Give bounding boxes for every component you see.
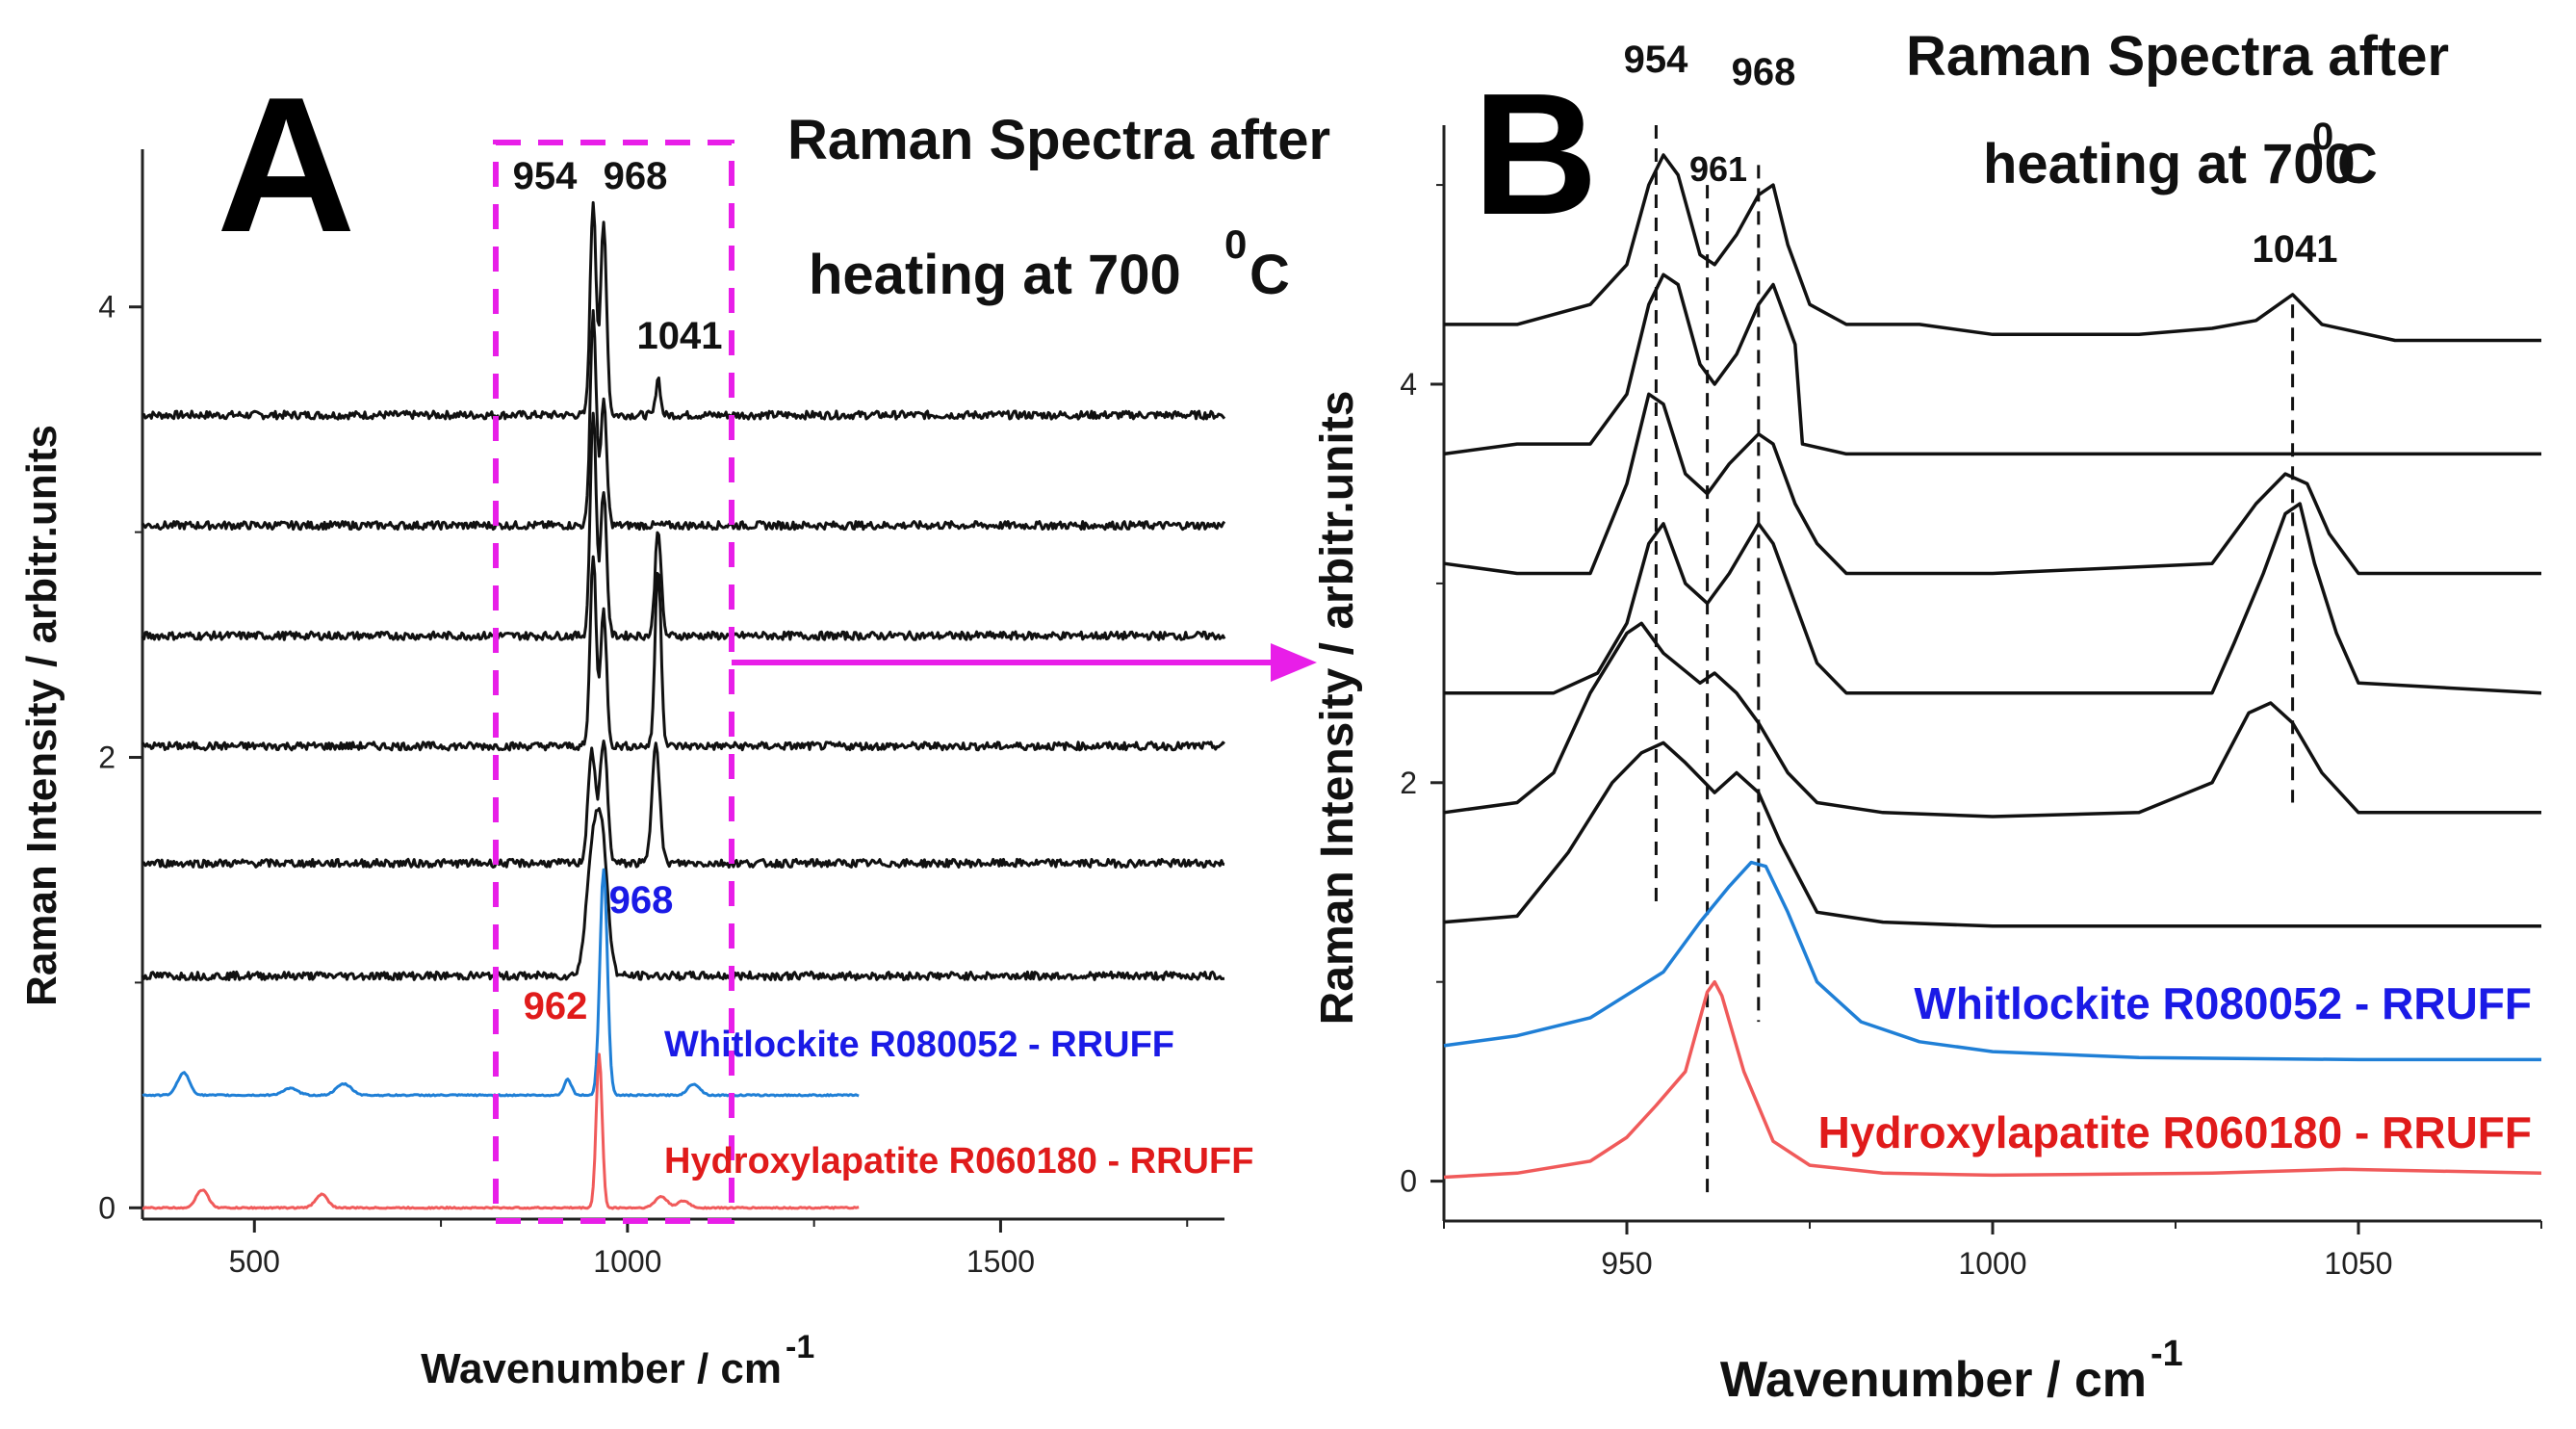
panel-a-peak-962-ref: 962 xyxy=(524,985,588,1027)
panel-b-xlabel: Wavenumber / cm -1 xyxy=(1720,1334,2183,1408)
panel-b-spectrum-sample-5 xyxy=(1443,621,2541,818)
panel-a-title-line2: heating at 700 0 C xyxy=(809,221,1290,306)
panel-b-spectrum-sample-6 xyxy=(1443,740,2541,928)
panel-a-peak-954: 954 xyxy=(513,155,578,197)
panel-a-xlabel-text: Wavenumber / cm xyxy=(421,1345,782,1392)
panel-a-x-tick-label: 500 xyxy=(229,1244,280,1279)
panel-a-spectrum-whitlockite-r080052-rruff xyxy=(142,868,860,1098)
panel-b-ticks: 950 1000 1050 0 2 4 xyxy=(1400,184,2542,1281)
panel-a-title-unit: C xyxy=(1249,244,1290,306)
panel-b-y-tick-label: 4 xyxy=(1400,367,1417,402)
panel-b-ylabel: Raman Intensity / arbitr.units xyxy=(1312,391,1363,1026)
panel-a-y-tick-label: 4 xyxy=(98,290,116,325)
panel-a-xlabel: Wavenumber / cm -1 xyxy=(421,1329,814,1392)
panel-a-y-tick-label: 2 xyxy=(98,740,116,775)
panel-a-xlabel-sup: -1 xyxy=(786,1329,814,1365)
panel-b-title-line2: heating at 700 0 C xyxy=(1983,116,2378,195)
panel-a-title-line2-text: heating at 700 xyxy=(809,244,1181,306)
panel-a-letter: A xyxy=(217,58,355,273)
panel-b-spectrum-sample-1 xyxy=(1444,153,2541,343)
panel-a-spectrum-sample-2 xyxy=(141,309,1226,532)
panel-b-spectrum-hydroxylapatite-r060180-rruff xyxy=(1443,979,2542,1180)
panel-a-title-line1: Raman Spectra after xyxy=(787,109,1330,171)
panel-b-letter: B xyxy=(1473,58,1598,251)
panel-a-peak-968: 968 xyxy=(604,155,668,197)
panel-b-peak-markers xyxy=(1654,125,2295,1202)
panel-b-series xyxy=(1443,153,2542,1180)
panel-a: A Raman Spectra after heating at 700 0 C… xyxy=(18,58,1330,1392)
panel-a-hydroxylapatite-label: Hydroxylapatite R060180 - RRUFF xyxy=(664,1141,1253,1182)
panel-a-spectrum-sample-4 xyxy=(141,555,1225,752)
panel-b-x-tick-label: 1000 xyxy=(1958,1246,2026,1281)
panel-a-spectrum-sample-5 xyxy=(142,740,1225,869)
panel-a-peak-968-ref: 968 xyxy=(609,879,674,922)
zoom-arrow-head xyxy=(1271,643,1317,682)
panel-a-title-sup: 0 xyxy=(1224,221,1247,267)
panel-b-x-tick-label: 950 xyxy=(1601,1246,1652,1281)
panel-a-ylabel: Raman Intensity / arbitr.units xyxy=(18,425,65,1006)
panel-a-x-tick-label: 1500 xyxy=(966,1244,1035,1279)
panel-b-axes xyxy=(1442,125,2541,1223)
panel-b: B Raman Spectra after heating at 700 0 C… xyxy=(1312,25,2542,1408)
panel-b-whitlockite-label: Whitlockite R080052 - RRUFF xyxy=(1914,978,2532,1028)
panel-b-xlabel-sup: -1 xyxy=(2151,1334,2183,1374)
panel-b-y-tick-label: 0 xyxy=(1400,1164,1417,1199)
panel-a-spectrum-hydroxylapatite-r060180-rruff xyxy=(142,1052,860,1210)
panel-a-whitlockite-label: Whitlockite R080052 - RRUFF xyxy=(664,1025,1174,1065)
panel-b-peak-968: 968 xyxy=(1732,51,1796,93)
panel-b-spectrum-sample-3 xyxy=(1443,392,2541,576)
panel-a-series xyxy=(141,200,1226,1210)
panel-a-spectrum-sample-6 xyxy=(141,807,1225,981)
zoom-region-box xyxy=(493,140,734,1224)
panel-b-spectrum-sample-2 xyxy=(1443,273,2541,456)
panel-a-x-tick-label: 1000 xyxy=(593,1244,661,1279)
panel-b-title-line1: Raman Spectra after xyxy=(1906,25,2449,88)
panel-b-y-tick-label: 2 xyxy=(1400,766,1417,800)
panel-a-spectrum-sample-1 xyxy=(142,200,1226,421)
panel-a-y-tick-label: 0 xyxy=(98,1190,116,1225)
panel-b-title-sup: 0 xyxy=(2312,116,2333,158)
panel-a-peak-1041: 1041 xyxy=(637,315,723,357)
panel-b-spectrum-whitlockite-r080052-rruff xyxy=(1443,860,2541,1062)
panel-a-ticks: 500 1000 1500 0 2 4 xyxy=(98,290,1189,1279)
panel-b-spectrum-sample-4 xyxy=(1444,502,2542,695)
panel-b-hydroxylapatite-label: Hydroxylapatite R060180 - RRUFF xyxy=(1818,1107,2532,1157)
panel-b-xlabel-text: Wavenumber / cm xyxy=(1720,1352,2147,1408)
panel-b-title-unit: C xyxy=(2337,133,2378,195)
panel-b-peak-954: 954 xyxy=(1624,39,1688,81)
panel-b-peak-1041: 1041 xyxy=(2253,228,2338,271)
panel-b-x-tick-label: 1050 xyxy=(2324,1246,2392,1281)
panel-b-peak-961: 961 xyxy=(1689,149,1747,189)
panel-b-title-line2-text: heating at 700 xyxy=(1983,133,2356,195)
panel-a-spectrum-sample-3 xyxy=(141,411,1226,641)
